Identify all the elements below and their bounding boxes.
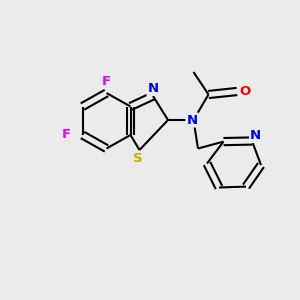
Text: O: O bbox=[239, 85, 250, 98]
Text: N: N bbox=[250, 129, 261, 142]
Text: N: N bbox=[186, 113, 198, 127]
Text: F: F bbox=[102, 75, 111, 88]
Text: N: N bbox=[147, 82, 159, 95]
Text: F: F bbox=[61, 128, 70, 142]
Text: S: S bbox=[133, 152, 143, 165]
